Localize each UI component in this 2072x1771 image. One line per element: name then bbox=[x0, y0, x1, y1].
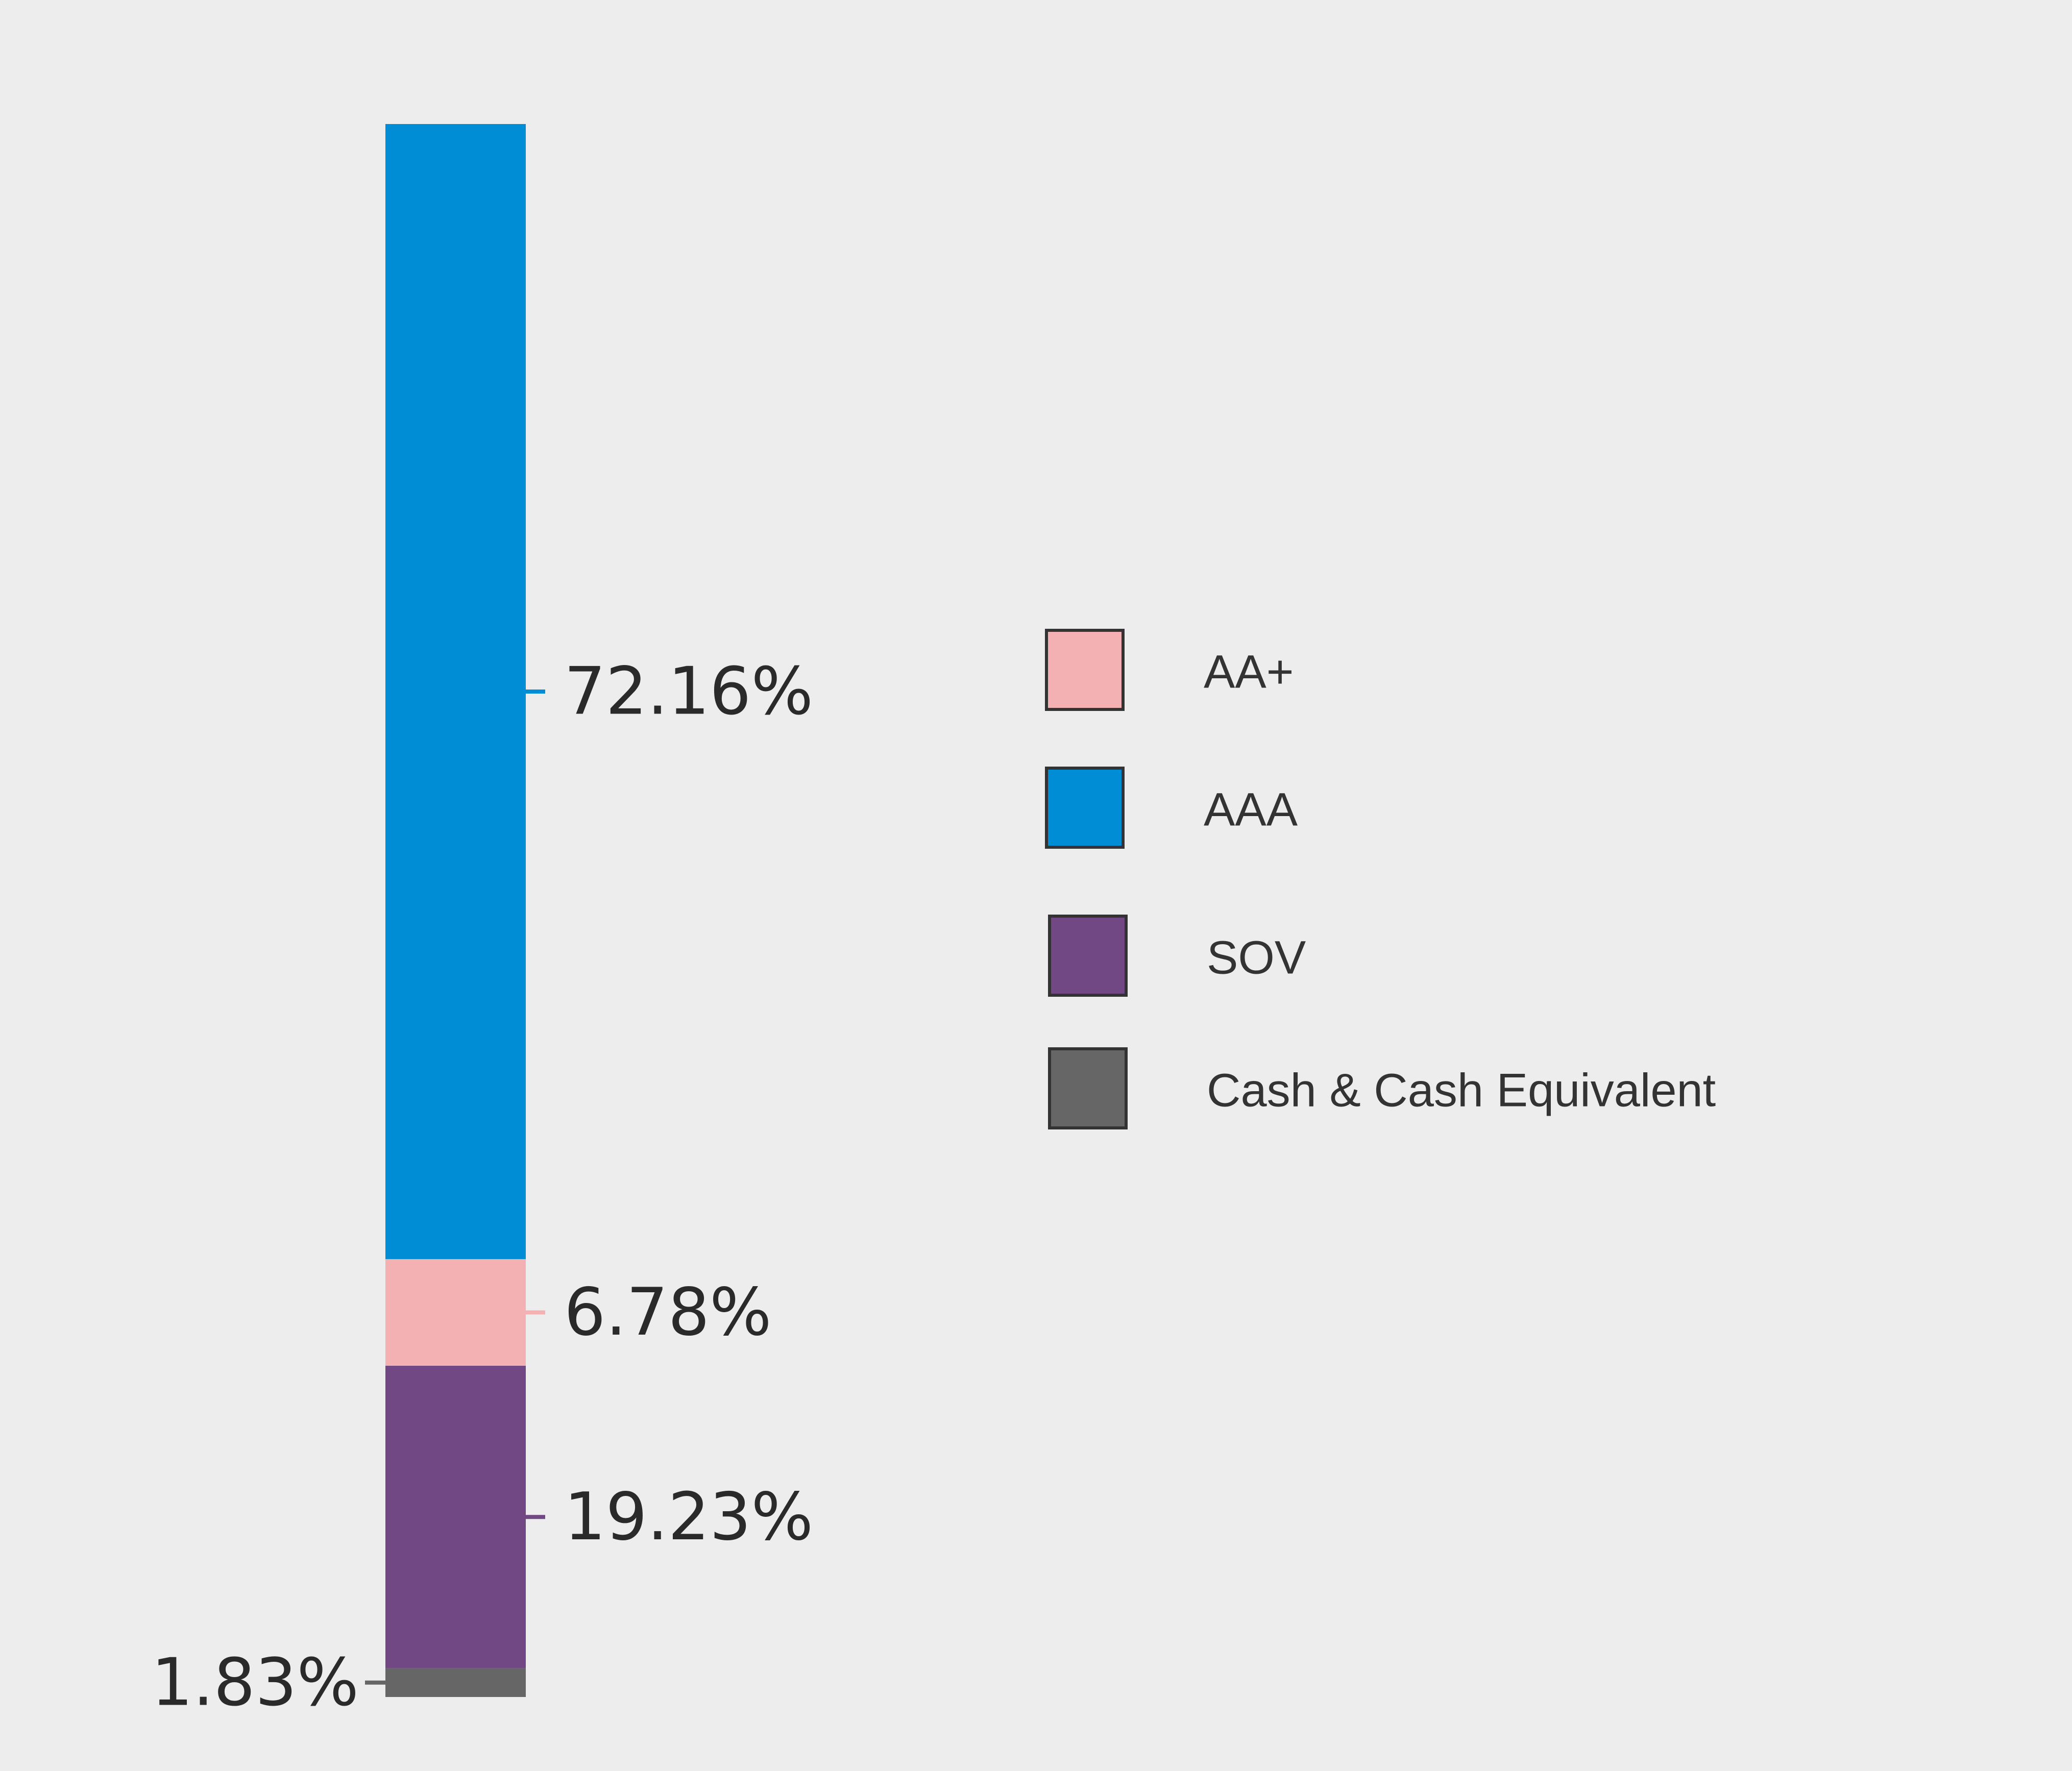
bar-segment-aa bbox=[385, 1259, 526, 1366]
data-label-aa: 6.78% bbox=[564, 1274, 772, 1350]
segment-labels: 1.83% 19.23% 6.78% 72.16% bbox=[151, 653, 813, 1720]
legend-label-aaa: AAA bbox=[1204, 784, 1298, 836]
data-label-sov: 19.23% bbox=[564, 1479, 813, 1555]
legend-swatch-cash-and-cash-equivalent bbox=[1048, 1047, 1128, 1129]
legend-label-cash-and-cash-equivalent: Cash & Cash Equivalent bbox=[1207, 1065, 1716, 1117]
bar-segment-sov bbox=[385, 1365, 526, 1668]
legend-swatch-sov bbox=[1048, 915, 1128, 997]
stacked-bar bbox=[385, 124, 526, 1697]
legend: AA+ AAA SOV Cash & Cash Equivalent bbox=[1045, 629, 1716, 1129]
bar-segment-aaa bbox=[385, 124, 526, 1259]
legend-swatch-aaa bbox=[1045, 767, 1125, 849]
data-label-aaa: 72.16% bbox=[564, 653, 813, 729]
legend-label-sov: SOV bbox=[1207, 932, 1306, 984]
legend-label-aa: AA+ bbox=[1204, 646, 1294, 698]
data-label-cash-and-cash-equivalent: 1.83% bbox=[151, 1644, 359, 1720]
bar-segment-cash-and-cash-equivalent bbox=[385, 1668, 526, 1697]
legend-swatch-aa bbox=[1045, 629, 1125, 711]
